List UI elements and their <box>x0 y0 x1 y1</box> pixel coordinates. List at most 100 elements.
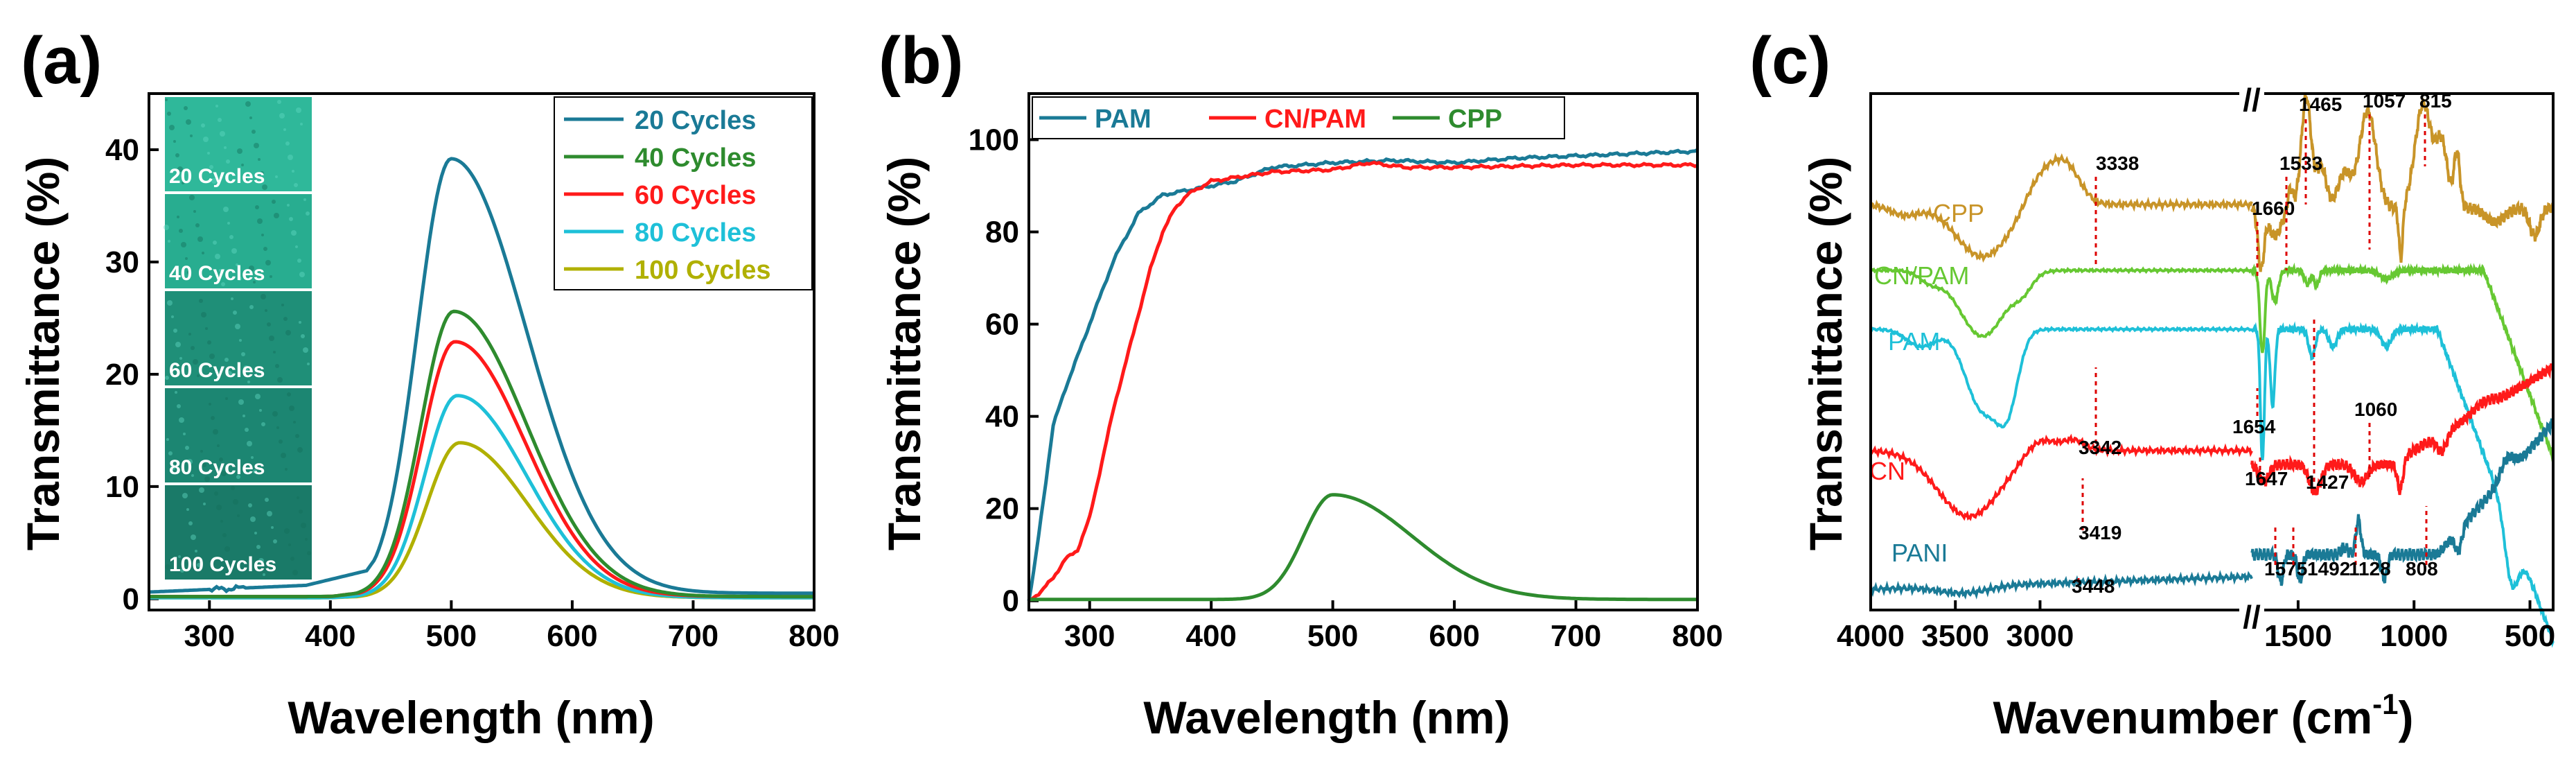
panel-b-ytick-label: 80 <box>985 216 1019 250</box>
inset-texture-dot <box>277 100 281 104</box>
inset-texture-dot <box>239 339 242 342</box>
inset-texture-dot <box>241 352 245 356</box>
panel-b-legend-label: PAM <box>1095 105 1152 134</box>
inset-texture-dot <box>188 333 191 336</box>
inset-texture-dot <box>177 216 179 218</box>
panel-a-xtick-label: 400 <box>305 619 355 653</box>
inset-texture-dot <box>188 521 193 525</box>
inset-texture-dot <box>187 270 191 275</box>
inset-texture-dot <box>243 365 249 371</box>
inset-texture-dot <box>175 342 181 347</box>
inset-texture-dot <box>270 275 272 278</box>
inset-texture-dot <box>225 397 228 400</box>
inset-texture-dot <box>247 381 250 383</box>
inset-texture-dot <box>249 305 254 309</box>
inset-texture-dot <box>203 137 209 142</box>
inset-texture-dot <box>166 438 169 441</box>
panel-c-series-left-cpp <box>1869 153 2253 263</box>
panel-a-inset: 20 Cycles 40 Cycles 60 Cycles 80 Cycles 100 … <box>164 97 312 580</box>
inset-texture-dot <box>213 429 218 435</box>
inset-texture-dot <box>252 130 256 134</box>
inset-texture-dot <box>273 539 277 543</box>
inset-texture-dot <box>221 282 225 286</box>
inset-texture-dot <box>202 252 204 254</box>
inset-texture-dot <box>215 254 220 259</box>
inset-texture-dot <box>300 123 303 125</box>
inset-texture-dot <box>307 551 311 555</box>
panel-a: (a) Transmittance (%) Wavelength (nm) 20… <box>17 24 840 743</box>
panel-c-xtick-label: 500 <box>2505 619 2555 653</box>
inset-texture-dot <box>281 453 286 458</box>
panel-b-xlabel: Wavelength (nm) <box>1143 692 1510 743</box>
panel-a-xtick-label: 600 <box>547 619 597 653</box>
inset-texture-dot <box>195 223 200 227</box>
inset-texture-dot <box>287 204 290 207</box>
inset-texture-dot <box>165 98 168 101</box>
panel-c-curve-label: CPP <box>1933 199 1984 227</box>
inset-texture-dot <box>249 265 254 271</box>
inset-texture-dot <box>292 570 298 575</box>
inset-texture-dot <box>180 568 184 573</box>
inset-texture-dot <box>175 391 177 394</box>
inset-texture-dot <box>227 222 230 225</box>
inset-texture-dot <box>215 105 218 107</box>
inset-texture-dot <box>238 277 242 281</box>
break-mark-top: // <box>2243 82 2261 118</box>
inset-texture-dot <box>275 364 279 368</box>
inset-texture-dot <box>193 210 196 213</box>
inset-texture-dot <box>292 170 294 173</box>
inset-texture-dot <box>299 321 301 324</box>
inset-texture-dot <box>260 171 264 175</box>
inset-texture-dot <box>299 272 305 277</box>
inset-texture-dot <box>265 498 269 502</box>
inset-texture-dot <box>197 563 201 567</box>
panel-a-ytick-label: 10 <box>105 470 139 504</box>
panel-b-series-cpp <box>1029 493 1697 602</box>
panel-c-annotation: 3419 <box>2079 522 2121 543</box>
inset-texture-dot <box>226 159 230 164</box>
inset-texture-dot <box>283 317 288 321</box>
inset-texture-dot <box>241 164 244 166</box>
inset-texture-dot <box>294 183 298 187</box>
inset-texture-dot <box>212 567 215 570</box>
inset-texture-dot <box>305 538 308 541</box>
inset-texture-dot <box>265 309 267 312</box>
panel-c-curve-label: CN/PAM <box>1874 261 1969 290</box>
panel-a-legend-label: 100 Cycles <box>635 256 771 285</box>
inset-texture-dot <box>242 415 245 417</box>
inset-texture-dot <box>290 557 294 561</box>
inset-texture-dot <box>231 248 237 254</box>
inset-texture-dot <box>189 195 195 200</box>
inset-texture-dot <box>237 148 242 154</box>
inset-texture-dot <box>255 394 261 399</box>
inset-texture-dot <box>229 235 233 239</box>
inset-label-3: 60 Cycles <box>169 359 265 382</box>
inset-texture-dot <box>275 175 278 178</box>
inset-texture-dot <box>281 304 284 306</box>
inset-texture-dot <box>271 526 274 529</box>
inset-texture-dot <box>273 351 276 354</box>
inset-texture-dot <box>224 146 227 149</box>
panel-c-frame <box>1869 92 2555 611</box>
inset-texture-dot <box>256 545 261 549</box>
inset-texture-dot <box>299 510 303 514</box>
panel-c-xtick-label: 1000 <box>2380 619 2448 653</box>
inset-texture-dot <box>229 561 231 564</box>
inset-texture-dot <box>288 155 293 160</box>
inset-texture-dot <box>186 508 189 511</box>
panel-a-legend-label: 60 Cycles <box>635 181 756 210</box>
panel-c-annotation: 3448 <box>2072 575 2115 597</box>
panel-c-series <box>1869 94 2555 648</box>
inset-texture-dot <box>204 476 210 482</box>
inset-texture-dot <box>220 131 225 137</box>
panel-b-ytick-label: 0 <box>1003 584 1019 618</box>
panel-c-annotation: 1660 <box>2252 198 2295 219</box>
panel-c-xtick-label: 3000 <box>2006 619 2074 653</box>
panel-c-curve-label: PANI <box>1891 539 1948 567</box>
panel-c-annotation: 1060 <box>2354 399 2397 420</box>
inset-texture-dot <box>191 534 196 540</box>
inset-texture-dot <box>223 207 229 212</box>
inset-texture-dot <box>258 558 264 564</box>
panel-a-ylabel: Transmittance (%) <box>17 157 69 550</box>
panel-b-xtick-label: 500 <box>1307 619 1358 653</box>
